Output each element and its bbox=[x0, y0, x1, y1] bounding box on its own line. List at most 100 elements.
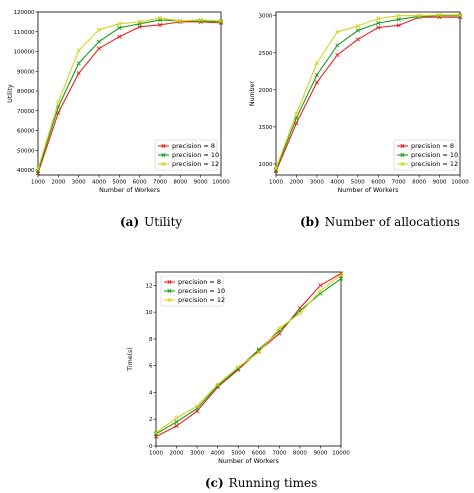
legend-label: precision = 10 bbox=[178, 287, 225, 295]
y-axis-label: Time(s) bbox=[127, 347, 134, 372]
x-axis-label: Number of Workers bbox=[218, 458, 279, 465]
data-point bbox=[314, 80, 320, 85]
y-tick-label: 2000 bbox=[259, 88, 273, 94]
legend-entry: precision = 12 bbox=[397, 160, 458, 168]
data-point bbox=[277, 326, 282, 331]
data-point bbox=[256, 348, 261, 354]
subfigure-caption: (c) Running times bbox=[205, 476, 317, 490]
data-point bbox=[174, 419, 179, 425]
data-point bbox=[396, 13, 401, 18]
y-tick-label: 1500 bbox=[259, 125, 273, 131]
x-tick-label: 4000 bbox=[92, 180, 106, 186]
y-tick-label: 10 bbox=[146, 310, 153, 316]
x-tick-label: 9000 bbox=[194, 180, 208, 186]
data-point bbox=[174, 415, 179, 421]
y-tick-label: 60000 bbox=[17, 129, 35, 135]
y-tick-label: 50000 bbox=[17, 148, 35, 154]
x-tick-label: 10000 bbox=[332, 451, 350, 457]
caption-text: Running times bbox=[229, 476, 318, 490]
legend-entry: precision = 10 bbox=[164, 287, 225, 295]
data-point bbox=[338, 276, 344, 281]
x-tick-label: 8000 bbox=[293, 451, 307, 457]
y-tick-label: 40000 bbox=[17, 168, 35, 174]
subfigure-caption: (a) Utility bbox=[120, 215, 182, 229]
y-tick-label: 12 bbox=[146, 283, 153, 289]
x-tick-label: 6000 bbox=[371, 180, 385, 186]
data-point bbox=[35, 166, 41, 172]
y-tick-label: 1000 bbox=[259, 162, 273, 168]
x-tick-label: 5000 bbox=[112, 180, 126, 186]
data-point bbox=[153, 430, 159, 435]
data-point bbox=[76, 48, 81, 53]
legend-box bbox=[393, 139, 457, 171]
data-point bbox=[314, 61, 320, 66]
data-point bbox=[96, 39, 102, 44]
x-tick-label: 6000 bbox=[133, 180, 147, 186]
legend-label: precision = 12 bbox=[411, 160, 458, 168]
x-tick-label: 8000 bbox=[412, 180, 426, 186]
data-point bbox=[256, 350, 261, 355]
x-tick-label: 9000 bbox=[313, 451, 327, 457]
legend-label: precision = 10 bbox=[172, 151, 219, 159]
legend-entry: precision = 8 bbox=[164, 278, 221, 286]
y-tick-label: 4 bbox=[149, 390, 153, 396]
data-point bbox=[437, 12, 442, 18]
y-tick-label: 110000 bbox=[14, 30, 35, 36]
legend-entry: precision = 10 bbox=[158, 151, 219, 159]
y-tick-label: 3000 bbox=[259, 14, 273, 20]
legend-label: precision = 12 bbox=[172, 160, 219, 168]
x-axis-label: Number of Workers bbox=[338, 187, 399, 194]
data-point bbox=[117, 21, 122, 26]
y-tick-label: 6 bbox=[149, 364, 153, 370]
data-point bbox=[157, 15, 163, 21]
x-tick-label: 7000 bbox=[153, 180, 167, 186]
legend-label: precision = 8 bbox=[172, 142, 215, 150]
panel-utility: 1000 2000 3000 4000 5000 6000 7000 8000 9000 1000… bbox=[7, 10, 230, 229]
y-tick-label: 2 bbox=[149, 417, 153, 423]
x-tick-label: 10000 bbox=[212, 180, 230, 186]
legend-entry: precision = 8 bbox=[397, 142, 454, 150]
data-point bbox=[76, 71, 81, 76]
data-point bbox=[178, 18, 183, 24]
x-tick-label: 9000 bbox=[433, 180, 447, 186]
legend-entry: precision = 12 bbox=[158, 160, 219, 168]
data-point bbox=[338, 272, 344, 277]
data-point bbox=[376, 20, 381, 26]
data-point bbox=[194, 403, 200, 408]
data-point bbox=[294, 111, 299, 116]
data-point bbox=[396, 17, 401, 22]
data-point bbox=[218, 18, 224, 24]
caption-letter: (b) bbox=[300, 215, 320, 229]
y-tick-label: 120000 bbox=[14, 10, 35, 16]
y-axis-label: Number bbox=[249, 80, 256, 106]
caption-text: Number of allocations bbox=[325, 215, 460, 229]
data-point bbox=[318, 288, 323, 293]
series-line bbox=[275, 14, 460, 169]
data-point bbox=[273, 166, 279, 171]
legend-label: precision = 10 bbox=[411, 151, 458, 159]
y-tick-label: 2500 bbox=[259, 51, 273, 57]
data-point bbox=[215, 382, 220, 387]
plot-frame bbox=[37, 11, 222, 176]
data-point bbox=[198, 17, 203, 23]
x-tick-label: 2000 bbox=[289, 180, 303, 186]
legend-entry: precision = 10 bbox=[397, 151, 458, 159]
data-point bbox=[335, 43, 340, 48]
data-point bbox=[56, 99, 61, 105]
legend-label: precision = 12 bbox=[178, 296, 225, 304]
plot-frame bbox=[275, 11, 461, 176]
data-point bbox=[215, 383, 220, 388]
data-point bbox=[355, 28, 360, 33]
data-point bbox=[174, 423, 179, 429]
data-point bbox=[117, 25, 122, 30]
data-point bbox=[153, 431, 159, 437]
data-point bbox=[117, 34, 122, 39]
series-line bbox=[275, 15, 460, 171]
x-tick-label: 3000 bbox=[310, 180, 324, 186]
data-point bbox=[157, 22, 163, 27]
y-tick-label: 8 bbox=[149, 337, 153, 343]
data-point bbox=[355, 23, 360, 29]
y-tick-label: 70000 bbox=[17, 109, 35, 115]
